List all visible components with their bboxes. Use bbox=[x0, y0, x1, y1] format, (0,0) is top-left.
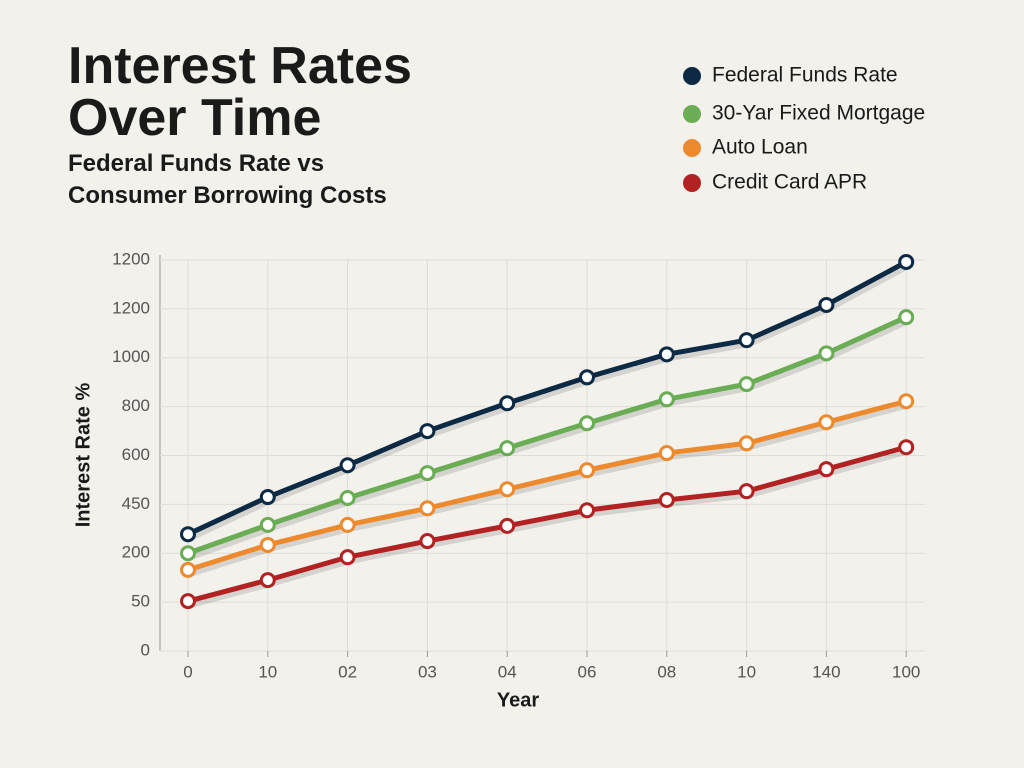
x-tick-label: 08 bbox=[657, 662, 676, 681]
y-axis-title: Interest Rate % bbox=[72, 383, 94, 528]
y-tick-label: 1200 bbox=[112, 249, 150, 268]
data-point bbox=[818, 296, 835, 313]
data-point bbox=[898, 393, 915, 410]
y-tick-label: 1000 bbox=[112, 347, 150, 366]
legend-marker bbox=[683, 67, 701, 85]
data-point bbox=[898, 439, 915, 456]
data-point bbox=[579, 369, 595, 386]
legend-marker bbox=[683, 105, 701, 123]
legend-marker bbox=[683, 174, 701, 192]
data-point bbox=[499, 395, 516, 412]
x-tick-label: 10 bbox=[258, 662, 277, 681]
data-point bbox=[180, 526, 196, 543]
data-point bbox=[259, 536, 276, 553]
data-point bbox=[419, 533, 436, 550]
series-line bbox=[187, 444, 907, 604]
data-point bbox=[898, 309, 915, 326]
series-shadow bbox=[189, 402, 909, 577]
data-point bbox=[419, 500, 436, 517]
y-tick-label: 50 bbox=[131, 592, 150, 611]
data-point bbox=[738, 332, 755, 349]
legend-marker bbox=[683, 139, 701, 157]
legend-label: Credit Card APR bbox=[712, 171, 867, 194]
data-point bbox=[658, 491, 675, 508]
series-shadow bbox=[189, 448, 909, 609]
data-point bbox=[499, 517, 516, 534]
data-point bbox=[339, 457, 356, 474]
legend-label: Federal Funds Rate bbox=[712, 64, 898, 87]
data-point bbox=[579, 502, 595, 519]
data-point bbox=[259, 572, 276, 589]
data-point bbox=[180, 545, 196, 562]
x-tick-label: 06 bbox=[578, 662, 597, 681]
x-tick-label: 03 bbox=[418, 662, 437, 681]
x-tick-label: 04 bbox=[498, 662, 517, 681]
data-point bbox=[579, 415, 595, 432]
series-line bbox=[187, 314, 908, 556]
y-tick-label: 1200 bbox=[112, 298, 150, 317]
x-tick-label: 0 bbox=[183, 662, 192, 681]
data-point bbox=[658, 445, 675, 462]
data-point bbox=[738, 483, 755, 500]
x-axis-title: Year bbox=[497, 689, 539, 711]
y-tick-label: 200 bbox=[122, 543, 150, 562]
data-point bbox=[499, 440, 516, 457]
x-tick-label: 100 bbox=[892, 662, 920, 681]
series-shadow bbox=[188, 263, 910, 541]
series-shadow bbox=[188, 318, 910, 561]
data-point bbox=[658, 346, 675, 363]
data-point bbox=[818, 345, 835, 362]
chart-subtitle: Federal Funds Rate vs Consumer Borrowing… bbox=[68, 150, 387, 209]
chart-title: Interest Rates Over Time bbox=[68, 37, 412, 147]
data-point bbox=[339, 516, 356, 533]
x-tick-label: 10 bbox=[737, 662, 756, 681]
legend-label: 30-Yar Fixed Mortgage bbox=[712, 102, 925, 125]
data-point bbox=[818, 414, 835, 431]
data-point bbox=[180, 561, 196, 578]
data-point bbox=[658, 391, 675, 408]
y-tick-label: 0 bbox=[141, 640, 150, 659]
data-point bbox=[259, 516, 276, 533]
data-point bbox=[419, 465, 436, 482]
data-point bbox=[259, 489, 276, 506]
data-point bbox=[898, 253, 915, 270]
data-point bbox=[180, 593, 196, 610]
data-point bbox=[499, 481, 516, 498]
y-tick-label: 800 bbox=[122, 396, 150, 415]
data-point bbox=[579, 462, 595, 479]
data-point bbox=[818, 461, 835, 478]
data-point bbox=[419, 423, 436, 440]
data-point bbox=[339, 549, 356, 566]
x-tick-label: 140 bbox=[812, 662, 840, 681]
data-point bbox=[738, 435, 755, 452]
data-point bbox=[738, 376, 755, 393]
legend-label: Auto Loan bbox=[712, 136, 808, 159]
series-line bbox=[186, 259, 908, 537]
series-line bbox=[187, 398, 907, 573]
y-tick-label: 600 bbox=[122, 445, 150, 464]
data-point bbox=[339, 490, 356, 507]
x-tick-label: 02 bbox=[338, 662, 357, 681]
y-tick-label: 450 bbox=[122, 494, 150, 513]
